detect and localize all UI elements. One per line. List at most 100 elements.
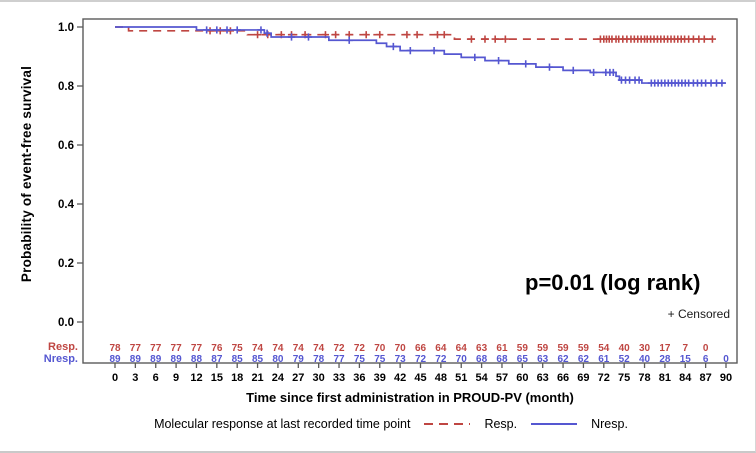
legend-entry-resp: Resp. [484, 417, 518, 431]
at-risk-value: 61 [598, 354, 610, 365]
plot-box [82, 18, 738, 364]
at-risk-value: 75 [232, 343, 244, 354]
at-risk-value: 54 [598, 343, 610, 354]
censor-mark [494, 57, 503, 65]
at-risk-value: 75 [354, 354, 366, 365]
at-risk-value: 59 [558, 343, 570, 354]
censor-mark [403, 31, 411, 39]
at-risk-value: 62 [578, 354, 590, 365]
at-risk-value: 30 [639, 343, 651, 354]
at-risk-value: 73 [395, 354, 407, 365]
censor-mark [433, 31, 442, 39]
at-risk-value: 59 [517, 343, 529, 354]
at-risk-value: 77 [171, 343, 183, 354]
x-tick-label: 63 [537, 372, 549, 384]
x-tick-label: 30 [313, 372, 325, 384]
at-risk-value: 76 [211, 343, 223, 354]
at-risk-value: 68 [496, 354, 508, 365]
at-risk-value: 79 [293, 354, 305, 365]
censor-mark [471, 53, 479, 61]
censor-mark [345, 36, 353, 44]
at-risk-value: 28 [659, 354, 671, 365]
x-tick-label: 15 [211, 372, 223, 384]
censor-mark [718, 79, 726, 87]
x-tick-label: 3 [132, 372, 138, 384]
at-risk-value: 40 [639, 354, 651, 365]
at-risk-value: 72 [415, 354, 427, 365]
at-risk-value: 62 [558, 354, 570, 365]
x-tick-label: 81 [659, 372, 671, 384]
x-tick-label: 84 [679, 372, 692, 384]
x-tick-label: 78 [638, 372, 650, 384]
at-risk-value: 89 [171, 354, 183, 365]
nresp-line-sample-icon [530, 417, 578, 431]
censor-mark [708, 35, 717, 43]
censor-mark [501, 35, 509, 43]
at-risk-value: 61 [496, 343, 508, 354]
x-tick-label: 66 [557, 372, 569, 384]
censor-mark [481, 35, 489, 43]
x-tick-label: 69 [577, 372, 589, 384]
censor-mark [206, 27, 214, 35]
at-risk-row-label-resp: Resp. [48, 341, 78, 353]
censor-mark [440, 31, 448, 39]
censor-mark [287, 33, 296, 41]
at-risk-value: 64 [435, 343, 447, 354]
censor-mark [203, 26, 211, 34]
x-tick-label: 54 [475, 372, 488, 384]
censor-mark [569, 66, 577, 74]
censor-mark [467, 35, 476, 43]
at-risk-value: 68 [476, 354, 488, 365]
y-tick-label: 0.8 [58, 81, 75, 93]
censor-mark [413, 31, 421, 39]
at-risk-value: 0 [723, 354, 729, 365]
censor-mark [263, 29, 271, 37]
at-risk-value: 89 [150, 354, 162, 365]
x-tick-label: 24 [272, 372, 285, 384]
at-risk-value: 17 [659, 343, 671, 354]
at-risk-value: 89 [109, 354, 121, 365]
at-risk-value: 63 [476, 343, 488, 354]
at-risk-value: 85 [252, 354, 264, 365]
y-tick-label: 1.0 [58, 22, 74, 34]
x-tick-label: 57 [496, 372, 508, 384]
x-tick-label: 27 [292, 372, 304, 384]
at-risk-value: 75 [374, 354, 386, 365]
censor-mark [332, 31, 340, 39]
censor-mark [635, 76, 643, 84]
at-risk-value: 74 [252, 343, 264, 354]
at-risk-value: 66 [415, 343, 427, 354]
at-risk-value: 72 [435, 354, 447, 365]
x-tick-label: 42 [394, 372, 406, 384]
at-risk-value: 87 [211, 354, 223, 365]
at-risk-value: 88 [191, 354, 203, 365]
at-risk-value: 59 [578, 343, 590, 354]
censor-mark [376, 31, 384, 39]
x-tick-label: 9 [173, 372, 179, 384]
x-tick-label: 51 [455, 372, 467, 384]
at-risk-value: 65 [517, 354, 529, 365]
x-tick-label: 75 [618, 372, 630, 384]
x-tick-label: 36 [353, 372, 365, 384]
at-risk-value: 74 [313, 343, 325, 354]
y-tick-label: 0.2 [58, 258, 74, 270]
at-risk-value: 77 [130, 343, 142, 354]
censor-mark [213, 26, 221, 34]
censor-mark [253, 31, 262, 39]
censor-mark [522, 60, 530, 68]
censor-mark [257, 26, 265, 34]
x-tick-label: 72 [598, 372, 610, 384]
censored-legend-note: + Censored [667, 307, 730, 321]
at-risk-value: 64 [456, 343, 468, 354]
at-risk-value: 77 [191, 343, 203, 354]
resp-line-sample-icon [423, 417, 471, 431]
censor-mark [233, 26, 241, 34]
at-risk-value: 40 [619, 343, 631, 354]
at-risk-value: 59 [537, 343, 549, 354]
x-tick-label: 87 [700, 372, 712, 384]
x-tick-label: 6 [153, 372, 159, 384]
x-tick-label: 12 [190, 372, 202, 384]
censor-mark [226, 27, 235, 35]
